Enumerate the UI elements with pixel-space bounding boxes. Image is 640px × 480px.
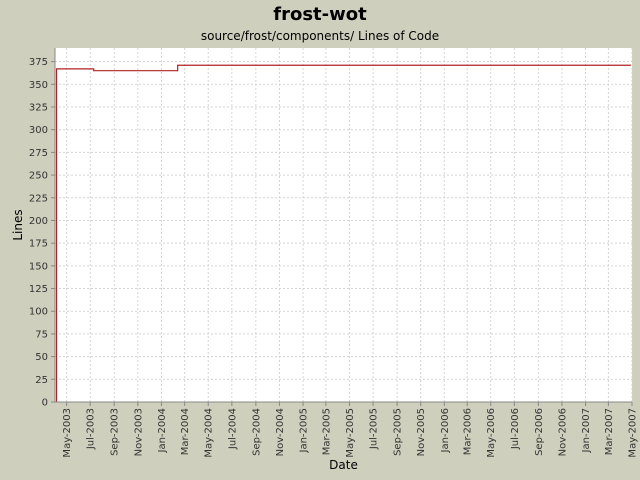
chart-subtitle: source/frost/components/ Lines of Code — [200, 29, 440, 43]
y-tick-label: 0 — [42, 398, 48, 409]
y-tick-label: 100 — [29, 307, 48, 318]
x-tick-label: Mar-2007 — [604, 408, 615, 455]
x-tick-label: May-2004 — [204, 408, 215, 458]
y-tick-label: 275 — [29, 148, 48, 159]
y-tick-label: 175 — [29, 239, 48, 250]
plot-background — [55, 48, 632, 402]
x-tick-label: Mar-2005 — [321, 408, 332, 455]
y-tick-label: 25 — [35, 375, 48, 386]
x-tick-label: Sep-2004 — [251, 408, 262, 456]
y-tick-label: 350 — [29, 80, 48, 91]
x-tick-label: Jan-2006 — [440, 408, 451, 453]
grid-lines — [55, 48, 633, 403]
x-tick-label: Sep-2006 — [534, 408, 545, 456]
x-ticks: May-2003 Jul-2003 Sep-2003 Nov-2003 Jan-2004… — [62, 408, 638, 458]
x-tick-label: May-2007 — [628, 408, 639, 458]
x-tick-label: Nov-2006 — [557, 408, 568, 456]
x-tick-label: Jan-2005 — [299, 408, 310, 453]
x-tick-label: Mar-2006 — [463, 408, 474, 455]
y-tick-label: 300 — [29, 125, 48, 136]
y-tick-label: 375 — [29, 57, 48, 68]
y-tick-label: 75 — [35, 329, 48, 340]
x-tick-label: May-2005 — [345, 408, 356, 458]
x-tick-label: Nov-2005 — [416, 408, 427, 456]
x-tick-label: Jan-2007 — [581, 408, 592, 453]
x-tick-label: Jul-2005 — [369, 408, 380, 450]
y-tick-label: 50 — [35, 352, 48, 363]
x-tick-label: Mar-2004 — [180, 408, 191, 455]
y-ticks: 0 25 50 75 100 125 150 175 200 225 250 275 300 325 350… — [29, 57, 48, 408]
y-tick-label: 200 — [29, 216, 48, 227]
x-tick-label: Sep-2005 — [393, 408, 404, 456]
y-tick-label: 225 — [29, 193, 48, 204]
x-tick-label: May-2003 — [62, 408, 73, 458]
y-tick-label: 325 — [29, 103, 48, 114]
series-line — [55, 64, 631, 402]
x-tick-label: Jan-2004 — [157, 408, 168, 453]
series-layer — [55, 64, 631, 402]
y-axis-label: Lines — [11, 209, 25, 240]
y-tick-label: 150 — [29, 261, 48, 272]
x-tick-label: Sep-2003 — [110, 408, 121, 456]
axes — [51, 48, 633, 406]
x-tick-label: Jul-2004 — [227, 408, 238, 450]
x-tick-label: Nov-2003 — [133, 408, 144, 456]
x-tick-label: May-2006 — [486, 408, 497, 458]
x-axis-label: Date — [329, 458, 358, 472]
x-tick-label: Jul-2006 — [510, 408, 521, 450]
y-tick-label: 250 — [29, 171, 48, 182]
x-tick-label: Jul-2003 — [86, 408, 97, 450]
x-tick-label: Nov-2004 — [275, 408, 286, 456]
y-tick-label: 125 — [29, 284, 48, 295]
chart-title: frost-wot — [273, 4, 367, 25]
